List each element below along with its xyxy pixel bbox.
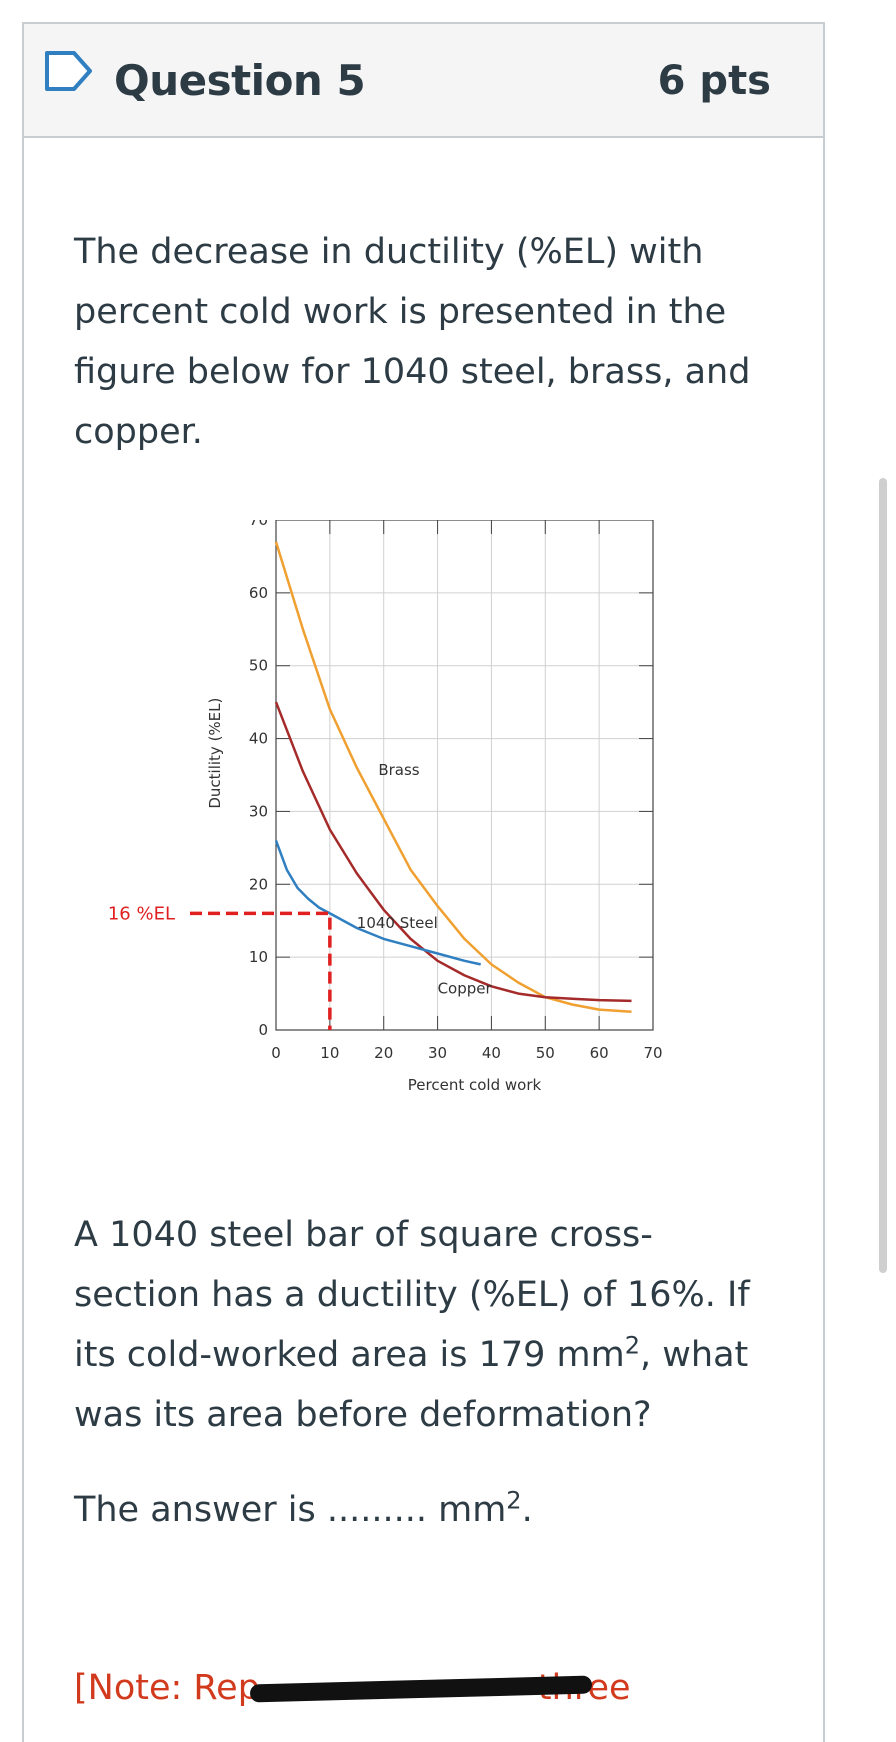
- answer-line: The answer is ......... mm2.: [74, 1480, 774, 1540]
- y-tick-label: 40: [249, 730, 268, 748]
- y-tick-label: 10: [249, 948, 268, 966]
- answer-superscript: 2: [506, 1486, 522, 1515]
- answer-text-1: The answer is ......... mm: [74, 1490, 507, 1530]
- x-tick-label: 20: [374, 1044, 393, 1062]
- question-header: Question 5 6 pts: [24, 24, 823, 138]
- x-tick-label: 40: [482, 1044, 501, 1062]
- note-start: [Note: Rep: [74, 1668, 260, 1708]
- x-tick-label: 60: [590, 1044, 609, 1062]
- y-tick-label: 70: [249, 520, 268, 529]
- x-tick-label: 50: [536, 1044, 555, 1062]
- question-problem: A 1040 steel bar of square cross-section…: [74, 1205, 774, 1445]
- question-points: 6 pts: [657, 58, 771, 104]
- y-tick-label: 60: [249, 584, 268, 602]
- problem-text-1: A 1040 steel bar of square cross-section…: [74, 1215, 750, 1375]
- y-tick-label: 20: [249, 875, 268, 893]
- x-tick-label: 0: [271, 1044, 281, 1062]
- y-tick-label: 0: [258, 1021, 268, 1039]
- y-tick-label: 50: [249, 657, 268, 675]
- question-intro: The decrease in ductility (%EL) with per…: [74, 232, 751, 452]
- series-label: 1040 Steel: [357, 914, 438, 932]
- y-axis-label: Ductility (%EL): [206, 698, 224, 809]
- x-tick-label: 70: [643, 1044, 662, 1062]
- x-tick-label: 10: [320, 1044, 339, 1062]
- x-axis-label: Percent cold work: [408, 1076, 542, 1094]
- series-label: Copper: [438, 980, 493, 998]
- question-card: Question 5 6 pts: [22, 22, 825, 1742]
- question-title: Question 5: [114, 56, 366, 105]
- answer-text-2: .: [521, 1490, 533, 1530]
- ductility-chart: 0 10 20 30 40 50 60 70 0 10 20 30 40 50 60 70 Percent co…: [108, 520, 663, 1094]
- series-line: [274, 840, 481, 966]
- problem-text-2: , what was its area before deformation?: [74, 1335, 749, 1435]
- x-tick-label: 30: [428, 1044, 447, 1062]
- problem-superscript: 2: [624, 1331, 641, 1360]
- y-tick-label: 30: [249, 802, 268, 820]
- plot-frame: [275, 520, 654, 1031]
- series-label: Brass: [378, 761, 419, 779]
- page-scrollbar[interactable]: [879, 478, 887, 1273]
- annotation-label: 16 %EL: [108, 903, 175, 924]
- annotation-dashed-line: [190, 911, 332, 1030]
- series-line: [274, 701, 632, 1003]
- series-line: [274, 541, 632, 1014]
- flag-question-icon[interactable]: [44, 50, 94, 92]
